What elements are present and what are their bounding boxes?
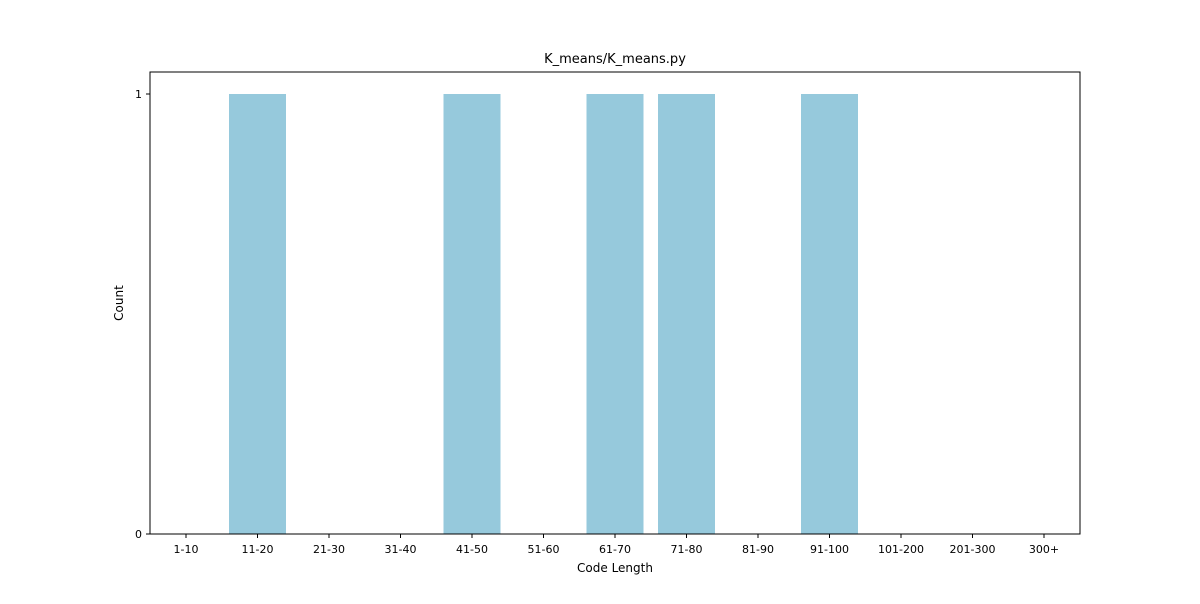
x-tick-label: 201-300 — [950, 543, 996, 556]
x-tick-label: 31-40 — [385, 543, 417, 556]
y-tick-label: 1 — [135, 88, 142, 101]
y-axis: 01 — [135, 88, 150, 541]
x-tick-label: 61-70 — [599, 543, 631, 556]
bar — [229, 94, 286, 534]
bar — [586, 94, 644, 534]
bar — [801, 94, 858, 534]
chart-title: K_means/K_means.py — [544, 52, 686, 67]
bar — [443, 94, 501, 534]
x-axis-label: Code Length — [577, 561, 653, 575]
x-axis: 1-10 11-20 21-30 31-40 41-50 51-60 61-70 71-80 8… — [174, 534, 1059, 556]
x-tick-label: 71-80 — [671, 543, 703, 556]
x-tick-label: 21-30 — [313, 543, 345, 556]
x-tick-label: 51-60 — [528, 543, 560, 556]
x-tick-label: 101-200 — [878, 543, 924, 556]
x-tick-label: 81-90 — [742, 543, 774, 556]
bar — [658, 94, 715, 534]
x-tick-label: 91-100 — [810, 543, 849, 556]
x-tick-label: 41-50 — [456, 543, 488, 556]
x-tick-label: 1-10 — [174, 543, 199, 556]
y-tick-label: 0 — [135, 528, 142, 541]
x-tick-label: 11-20 — [242, 543, 274, 556]
bars-layer — [229, 94, 858, 534]
x-tick-label: 300+ — [1029, 543, 1059, 556]
y-axis-label: Count — [112, 285, 126, 321]
